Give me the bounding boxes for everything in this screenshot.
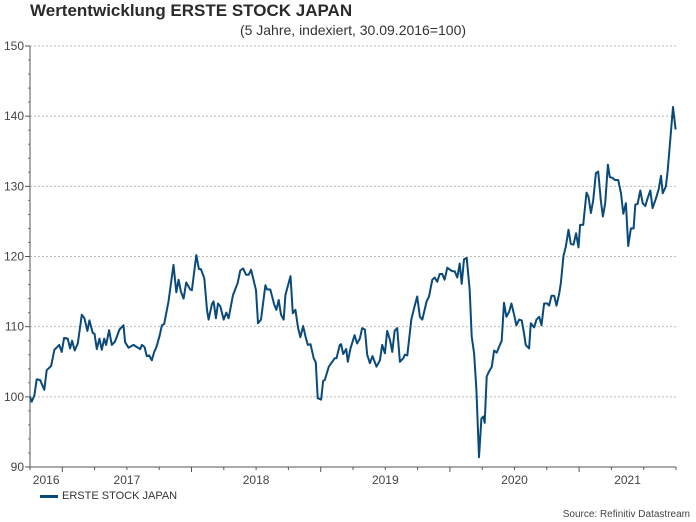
source-note: Source: Refinitiv Datastream bbox=[562, 509, 690, 520]
y-tick-label: 110 bbox=[5, 320, 24, 334]
legend: ERSTE STOCK JAPAN bbox=[40, 490, 177, 502]
x-tick-label: 2019 bbox=[372, 473, 399, 487]
y-tick-label: 100 bbox=[4, 390, 24, 404]
series-line-erste-stock-japan bbox=[29, 106, 677, 459]
y-tick-label: 90 bbox=[11, 460, 25, 474]
x-tick-label: 2017 bbox=[114, 473, 141, 487]
x-tick-label: 2018 bbox=[243, 473, 270, 487]
y-tick-label: 140 bbox=[4, 109, 24, 123]
y-tick-label: 120 bbox=[4, 250, 24, 264]
x-tick-label: 2021 bbox=[614, 473, 641, 487]
y-tick-label: 150 bbox=[4, 39, 24, 53]
legend-label: ERSTE STOCK JAPAN bbox=[62, 490, 178, 502]
legend-swatch bbox=[40, 494, 58, 498]
chart-title: Wertentwicklung ERSTE STOCK JAPAN bbox=[30, 1, 353, 20]
x-tick-label: 2016 bbox=[33, 473, 60, 487]
y-tick-label: 130 bbox=[4, 179, 24, 193]
x-tick-label: 2020 bbox=[501, 473, 528, 487]
chart-subtitle: (5 Jahre, indexiert, 30.09.2016=100) bbox=[239, 22, 467, 38]
